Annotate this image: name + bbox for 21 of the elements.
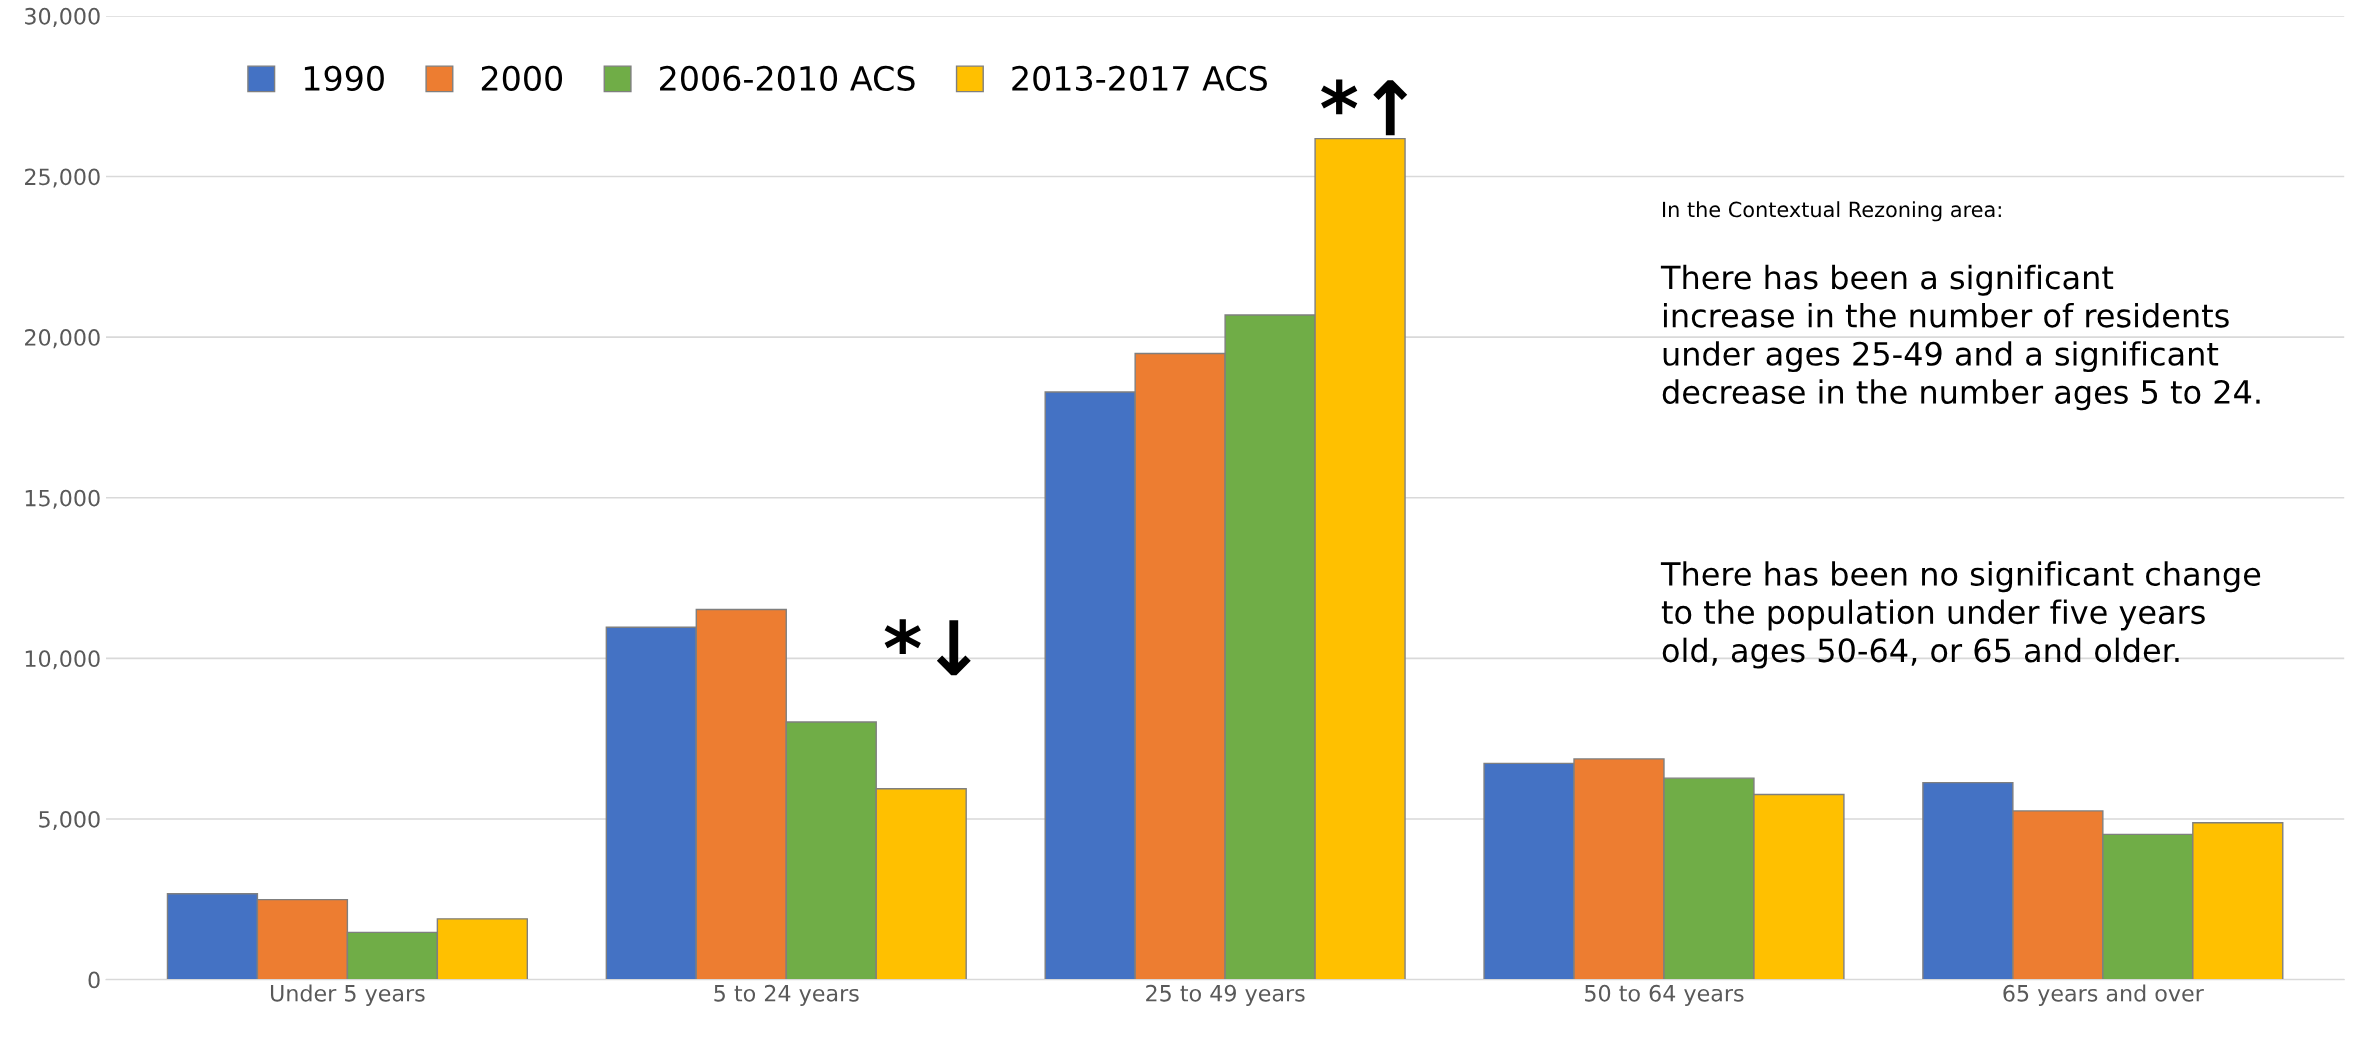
- y-tick-label: 0: [88, 971, 100, 989]
- annotation: There has been no significant change to the population under five years old, ages 50-64, or 65 and older.: [1660, 561, 2261, 669]
- y-tick-label: 10,000: [25, 650, 100, 670]
- x-tick-label: Under 5 years: [270, 984, 425, 1006]
- x-tick-label: 50 to 64 years: [1585, 984, 1744, 1006]
- annotation: *↓: [884, 619, 971, 676]
- y-tick-label: 5,000: [39, 810, 100, 830]
- y-tick-label: 30,000: [25, 7, 100, 27]
- annotation: *↑: [1321, 79, 1408, 136]
- y-tick-label: 15,000: [25, 489, 100, 509]
- legend-label: 1990: [304, 65, 384, 91]
- x-tick-label: 5 to 24 years: [714, 984, 859, 1006]
- annotation: There has been a significant increase in the number of residents under ages 25-49 and a significant decrease in the number ages 5 to 24.: [1660, 264, 2260, 411]
- x-tick-label: 25 to 49 years: [1146, 984, 1305, 1006]
- y-tick-label: 25,000: [25, 168, 100, 188]
- legend-label: 2006-2010 ACS: [660, 65, 915, 91]
- y-tick-label: 20,000: [25, 329, 100, 349]
- legend-label: 2000: [481, 65, 563, 91]
- annotation: In the Contextual Rezoning area:: [1663, 201, 2001, 222]
- x-tick-label: 65 years and over: [2003, 984, 2204, 1006]
- legend-label: 2013-2017 ACS: [1012, 65, 1267, 91]
